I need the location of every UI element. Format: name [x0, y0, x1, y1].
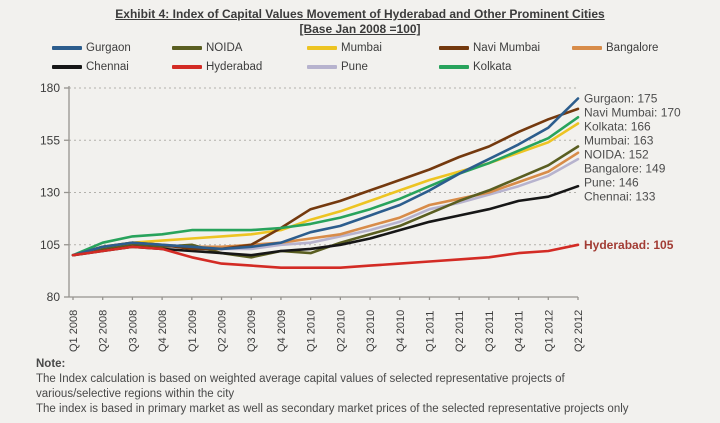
- y-tick-label: 180: [40, 81, 60, 95]
- navi-mumbai-legend-swatch: [439, 46, 469, 50]
- y-tick-label: 105: [40, 238, 60, 252]
- x-tick-label: Q3 2009: [246, 310, 258, 352]
- chart-legend: Gurgaon NOIDA Mumbai Navi Mumbai Bangalore Ch…: [0, 0, 720, 80]
- end-label-chennai: Chennai: 133: [584, 190, 656, 204]
- series-line-navi-mumbai: [71, 107, 580, 257]
- legend-item-kolkata: Kolkata: [439, 60, 511, 74]
- legend-label: Pune: [341, 61, 368, 73]
- legend-item-noida: NOIDA: [172, 41, 242, 55]
- hyderabad-legend-swatch: [172, 65, 202, 69]
- end-label-pune: Pune: 146: [584, 176, 639, 190]
- chart-title: Exhibit 4: Index of Capital Values Movem…: [115, 7, 605, 21]
- gurgaon-legend-swatch: [52, 46, 82, 50]
- note-line: The index is based in primary market as …: [36, 403, 629, 415]
- x-tick-label: Q1 2008: [68, 310, 80, 352]
- y-tick-label: 155: [40, 133, 60, 147]
- x-tick-label: Q2 2008: [98, 310, 110, 352]
- end-label-noida: NOIDA: 152: [584, 148, 649, 162]
- end-label-hyderabad: Hyderabad: 105: [584, 238, 674, 252]
- legend-item-gurgaon: Gurgaon: [52, 41, 131, 55]
- note-line: The Index calculation is based on weight…: [36, 373, 565, 385]
- legend-label: Gurgaon: [86, 42, 131, 54]
- note-line: various/selective regions within the cit…: [36, 388, 235, 400]
- legend-item-chennai: Chennai: [52, 60, 129, 74]
- bangalore-legend-swatch: [572, 46, 602, 50]
- noida-legend-swatch: [172, 46, 202, 50]
- x-tick-label: Q4 2010: [395, 310, 407, 352]
- x-tick-label: Q2 2009: [217, 310, 229, 352]
- x-tick-label: Q2 2010: [335, 310, 347, 352]
- legend-item-navi-mumbai: Navi Mumbai: [439, 41, 540, 55]
- series-line-gurgaon: [71, 97, 580, 257]
- legend-label: Bangalore: [606, 42, 659, 54]
- legend-label: Kolkata: [473, 61, 512, 73]
- x-tick-label: Q4 2009: [276, 310, 288, 352]
- legend-label: Hyderabad: [206, 61, 263, 73]
- x-tick-label: Q2 2012: [573, 310, 585, 352]
- legend-label: NOIDA: [206, 42, 243, 54]
- x-tick-label: Q4 2011: [514, 311, 526, 352]
- x-tick-label: Q1 2012: [543, 310, 555, 352]
- legend-item-hyderabad: Hyderabad: [172, 60, 262, 74]
- x-tick-label: Q1 2009: [187, 310, 199, 352]
- y-tick-label: 80: [47, 290, 61, 304]
- x-tick-label: Q1 2011: [425, 311, 437, 352]
- pune-legend-swatch: [307, 65, 337, 69]
- x-tick-label: Q3 2008: [127, 310, 139, 352]
- y-tick-label: 130: [40, 186, 60, 200]
- x-tick-label: Q2 2011: [454, 311, 466, 352]
- legend-label: Mumbai: [341, 42, 382, 54]
- mumbai-legend-swatch: [307, 46, 337, 50]
- x-tick-label: Q3 2010: [365, 310, 377, 352]
- x-tick-label: Q1 2010: [306, 310, 318, 352]
- chart-subtitle: [Base Jan 2008 =100]: [299, 22, 421, 36]
- legend-item-bangalore: Bangalore: [572, 41, 658, 55]
- legend-item-pune: Pune: [307, 60, 368, 74]
- end-label-kolkata: Kolkata: 166: [584, 120, 651, 134]
- end-label-navi-mumbai: Navi Mumbai: 170: [584, 106, 681, 120]
- legend-item-mumbai: Mumbai: [307, 41, 382, 55]
- series-line-kolkata: [71, 116, 580, 257]
- x-tick-label: Q3 2011: [484, 311, 496, 352]
- x-tick-label: Q4 2008: [157, 310, 169, 352]
- end-label-mumbai: Mumbai: 163: [584, 134, 654, 148]
- chennai-legend-swatch: [52, 65, 82, 69]
- end-label-bangalore: Bangalore: 149: [584, 162, 666, 176]
- series-line-hyderabad: [71, 243, 580, 270]
- end-label-gurgaon: Gurgaon: 175: [584, 92, 658, 106]
- legend-label: Chennai: [86, 61, 129, 73]
- note-block: Note: The Index calculation is based on …: [36, 357, 629, 417]
- legend-label: Navi Mumbai: [473, 42, 541, 54]
- kolkata-legend-swatch: [439, 65, 469, 69]
- note-heading: Note:: [36, 358, 66, 370]
